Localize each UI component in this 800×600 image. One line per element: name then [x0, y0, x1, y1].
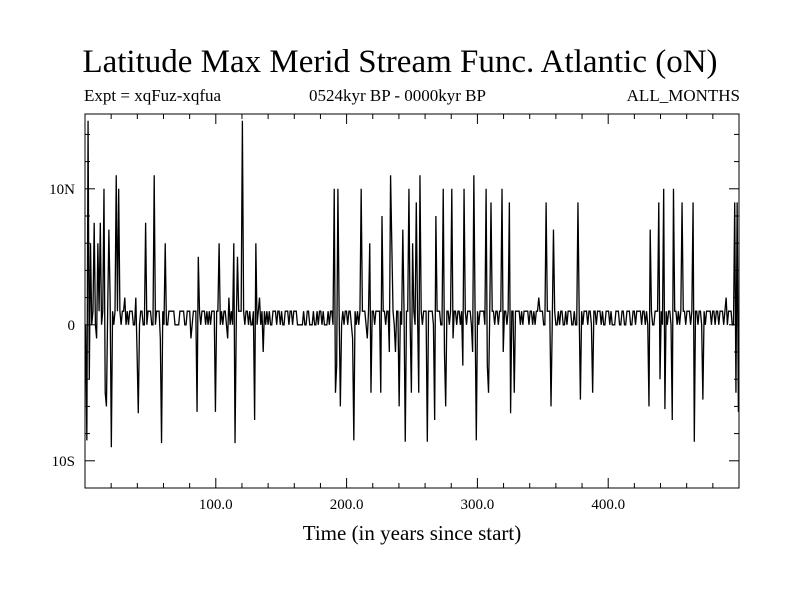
period-label: 0524kyr BP - 0000kyr BP — [309, 86, 486, 105]
axis-ticks: 100.0 200.0 300.0 400.0 10N 0 10S — [49, 114, 739, 513]
series-line — [84, 120, 740, 448]
y-tick-label: 10N — [49, 182, 75, 198]
x-tick-label: 400.0 — [591, 497, 625, 513]
y-tick-label: 10S — [52, 454, 75, 470]
months-label: ALL_MONTHS — [626, 86, 740, 105]
x-tick-label: 300.0 — [461, 497, 495, 513]
x-tick-label: 100.0 — [199, 497, 233, 513]
series-group — [84, 120, 740, 448]
chart-title: Latitude Max Merid Stream Func. Atlantic… — [82, 44, 718, 80]
y-tick-label: 0 — [68, 318, 76, 334]
plot-frame — [84, 113, 740, 489]
x-tick-label: 200.0 — [330, 497, 364, 513]
experiment-label: Expt = xqFuz-xqfua — [84, 86, 222, 105]
x-axis-label: Time (in years since start) — [302, 521, 522, 545]
